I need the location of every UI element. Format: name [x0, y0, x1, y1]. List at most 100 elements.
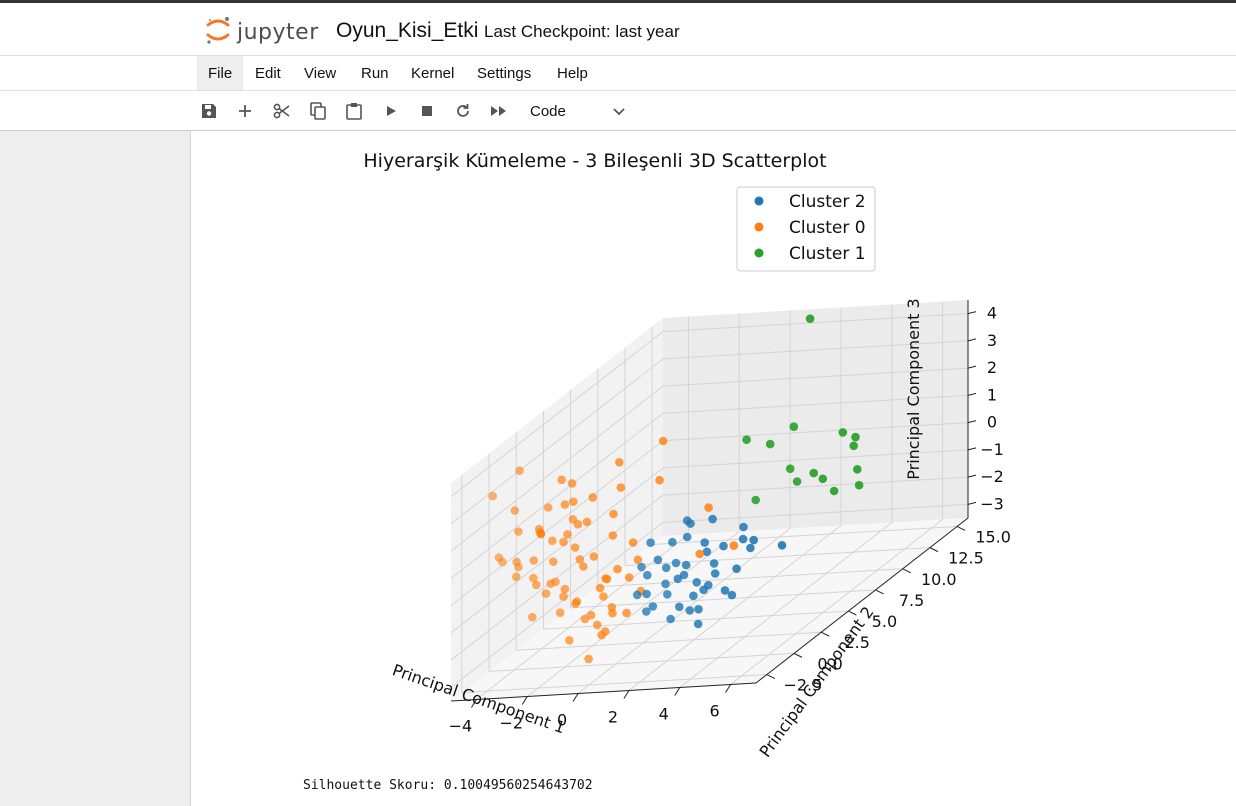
data-point	[498, 557, 507, 567]
menu-kernel[interactable]: Kernel	[411, 65, 455, 82]
data-point	[592, 620, 602, 630]
data-point	[543, 503, 553, 512]
y-tick	[766, 674, 776, 679]
legend-marker	[754, 196, 764, 206]
menu-view[interactable]: View	[304, 65, 337, 82]
save-icon[interactable]	[199, 101, 219, 121]
data-point	[682, 532, 692, 542]
data-point	[693, 619, 703, 629]
data-point	[529, 556, 538, 565]
grid-line-z-back	[662, 367, 969, 387]
x-tick-label: 4	[659, 705, 669, 724]
x-tick	[623, 690, 630, 699]
data-point	[699, 585, 708, 595]
data-point	[646, 538, 655, 547]
data-point	[853, 465, 862, 474]
menu-help[interactable]: Help	[557, 65, 588, 82]
grid-line-x-floor	[730, 519, 943, 685]
z-tick-label: 3	[987, 331, 997, 350]
jupyter-logo-text: jupyter	[237, 20, 319, 45]
left-sidebar-gutter	[0, 131, 191, 806]
cell-type-value: Code	[530, 103, 566, 120]
cut-icon[interactable]	[272, 101, 292, 121]
x-tick-label: 2	[608, 708, 618, 727]
data-point	[514, 562, 523, 572]
fast-forward-icon[interactable]	[489, 101, 509, 121]
grid-line-z-side	[450, 412, 664, 579]
data-point	[679, 570, 689, 580]
data-point	[557, 475, 566, 485]
data-point	[809, 468, 818, 478]
data-point	[663, 590, 672, 599]
y-tick	[956, 526, 966, 531]
data-point	[661, 563, 671, 573]
data-point	[599, 592, 608, 601]
z-tick	[967, 365, 977, 369]
x-tick-label: 6	[709, 702, 719, 721]
y-tick-label: 2.5	[845, 633, 870, 652]
data-point	[661, 579, 670, 589]
y-tick-label: 0.0	[817, 654, 842, 673]
x-tick-label: 0	[557, 711, 567, 730]
data-point	[668, 537, 677, 547]
data-point	[595, 583, 605, 593]
run-icon[interactable]	[381, 101, 401, 121]
menu-settings[interactable]: Settings	[477, 65, 532, 82]
last-checkpoint-label: Last Checkpoint: last year	[484, 22, 680, 41]
data-point	[671, 558, 681, 568]
data-point	[789, 422, 799, 432]
data-point	[749, 535, 758, 545]
data-point	[849, 441, 858, 451]
data-point	[559, 592, 568, 601]
grid-line-y-floor	[489, 652, 795, 672]
z-tick-label: 0	[987, 413, 997, 432]
data-point	[727, 590, 737, 600]
jupyter-logo[interactable]: jupyter	[205, 15, 319, 50]
z-tick	[967, 447, 977, 451]
window-top-border	[0, 0, 1236, 3]
data-point	[560, 500, 570, 509]
x-axis-line	[450, 682, 757, 702]
grid-line-z-back	[662, 449, 969, 469]
data-point	[702, 547, 712, 557]
data-point	[685, 606, 695, 615]
data-point	[532, 580, 541, 590]
grid-line-z-side	[450, 331, 664, 498]
cell-type-select[interactable]: Code	[520, 99, 632, 123]
grid-line-z-back	[662, 476, 969, 496]
restart-icon[interactable]	[453, 101, 473, 121]
x-tick	[674, 687, 681, 696]
data-point	[563, 530, 572, 539]
data-point	[655, 475, 664, 485]
jupyter-logo-icon	[205, 15, 231, 50]
data-point	[695, 549, 704, 559]
z-tick-label: 2	[987, 358, 997, 377]
menu-file[interactable]: File	[197, 56, 244, 90]
copy-icon[interactable]	[308, 101, 328, 121]
data-point	[700, 538, 709, 547]
notebook-title[interactable]: Oyun_Kisi_Etki	[336, 19, 479, 42]
data-point	[584, 654, 593, 664]
data-point	[719, 541, 728, 551]
z-tick	[967, 420, 977, 424]
data-point	[515, 466, 524, 476]
y-tick-label: 5.0	[872, 612, 897, 631]
data-point	[575, 555, 585, 564]
menu-edit[interactable]: Edit	[255, 65, 281, 82]
data-point	[560, 584, 570, 594]
data-point	[675, 602, 684, 612]
grid-line-z-back	[662, 340, 969, 360]
data-point	[616, 483, 626, 492]
data-point	[546, 579, 556, 588]
menu-run[interactable]: Run	[361, 65, 389, 82]
data-point	[792, 477, 802, 486]
add-cell-icon[interactable]	[235, 101, 255, 121]
paste-icon[interactable]	[344, 101, 364, 121]
data-point	[570, 543, 580, 552]
x-tick-label: −2	[499, 714, 523, 733]
data-point	[854, 480, 864, 490]
data-point	[838, 428, 848, 437]
grid-line-x-floor	[577, 528, 791, 694]
stop-icon[interactable]	[417, 101, 437, 121]
data-point	[642, 607, 651, 616]
